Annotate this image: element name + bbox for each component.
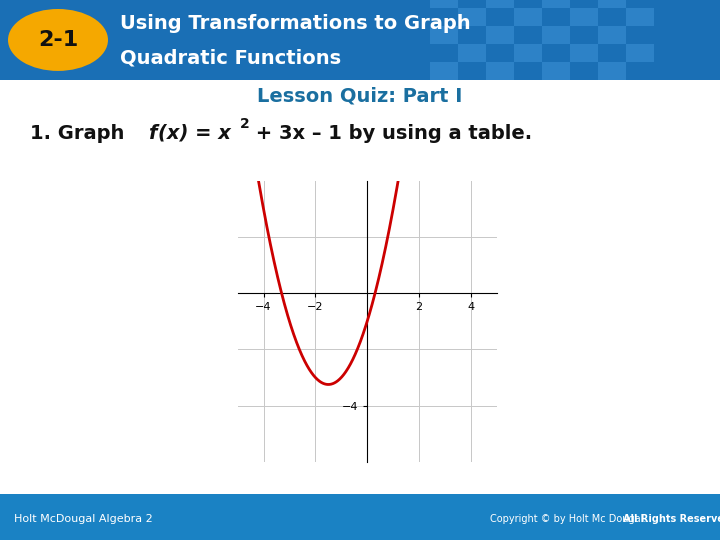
Text: 2: 2 [240, 117, 250, 131]
Text: Lesson Quiz: Part I: Lesson Quiz: Part I [257, 87, 463, 106]
Bar [458, 8, 486, 26]
Bar [514, 44, 542, 62]
Ellipse shape [8, 9, 108, 71]
Bar [570, 44, 598, 62]
Text: Copyright © by Holt Mc Dougal.: Copyright © by Holt Mc Dougal. [490, 514, 649, 524]
Text: 1. Graph: 1. Graph [30, 124, 131, 143]
Bar [486, 0, 514, 8]
Text: 2-1: 2-1 [38, 30, 78, 50]
Bar [598, 0, 626, 8]
Text: + 3x – 1 by using a table.: + 3x – 1 by using a table. [249, 124, 532, 143]
Bar [486, 26, 514, 44]
Bar [626, 44, 654, 62]
Bar [598, 62, 626, 80]
Bar [514, 8, 542, 26]
Text: (x) = x: (x) = x [158, 124, 231, 143]
Bar [542, 26, 570, 44]
Text: Quadratic Functions: Quadratic Functions [120, 49, 341, 68]
Bar [486, 62, 514, 80]
Bar [570, 8, 598, 26]
Bar [542, 0, 570, 8]
Bar [430, 0, 458, 8]
Bar [598, 26, 626, 44]
Text: All Rights Reserved.: All Rights Reserved. [623, 514, 720, 524]
Bar [542, 62, 570, 80]
Bar [430, 62, 458, 80]
Text: f: f [148, 124, 156, 143]
Bar [626, 8, 654, 26]
Bar [458, 44, 486, 62]
Bar [430, 26, 458, 44]
Text: Using Transformations to Graph: Using Transformations to Graph [120, 15, 471, 33]
Text: Holt McDougal Algebra 2: Holt McDougal Algebra 2 [14, 514, 153, 524]
